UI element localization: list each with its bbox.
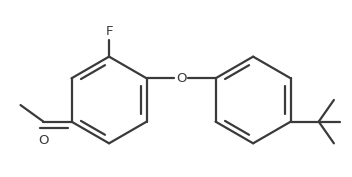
Text: O: O [38, 134, 49, 147]
Text: O: O [176, 72, 186, 85]
Text: F: F [105, 25, 113, 38]
